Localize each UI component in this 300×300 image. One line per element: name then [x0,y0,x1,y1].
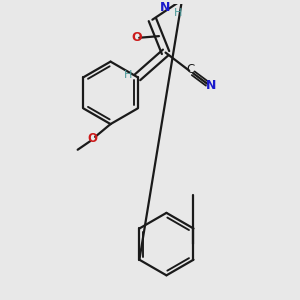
Text: H: H [124,70,133,80]
Text: C: C [187,63,195,76]
Text: N: N [160,1,171,14]
Text: H: H [174,8,182,18]
Text: O: O [88,132,98,146]
Text: N: N [206,79,216,92]
Text: O: O [131,31,142,44]
